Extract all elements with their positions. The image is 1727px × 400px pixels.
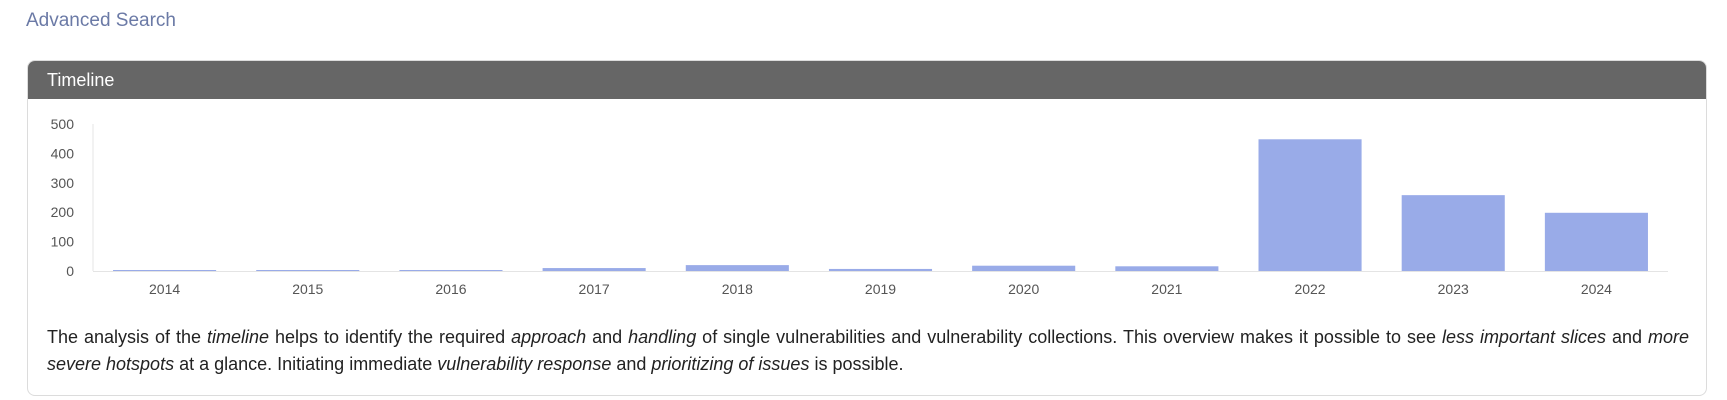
x-tick-label: 2021 (1151, 281, 1182, 297)
timeline-chart: 0 100 200 300 400 500 2014 2015 2016 2017 2018 2019… (51, 116, 1668, 297)
desc-emphasis: more severe hotspots (47, 327, 1689, 374)
desc-text: is possible. (809, 354, 904, 374)
desc-emphasis: less important slices (1441, 327, 1606, 347)
desc-emphasis: vulnerability response (437, 354, 612, 374)
desc-text: and (611, 354, 652, 374)
desc-emphasis: prioritizing of issues (651, 354, 810, 374)
x-tick-label: 2016 (435, 281, 466, 297)
timeline-description: The analysis of the timeline helps to id… (47, 324, 1689, 378)
bar (542, 268, 646, 271)
x-tick-label: 2014 (149, 281, 180, 297)
desc-text: of single vulnerabilities and vulnerabil… (696, 327, 1442, 347)
x-tick-label: 2018 (722, 281, 753, 297)
bar (1544, 212, 1648, 271)
y-tick-label: 300 (51, 175, 75, 191)
bar (685, 265, 789, 271)
desc-text: The analysis of the (47, 327, 208, 347)
y-tick-label: 100 (51, 234, 75, 250)
bar (828, 268, 933, 271)
bar (1258, 139, 1362, 271)
x-tick-label: 2017 (579, 281, 610, 297)
bar (972, 265, 1076, 271)
advanced-search-link[interactable]: Advanced Search (26, 10, 176, 31)
y-tick-label: 0 (66, 263, 74, 279)
desc-emphasis: approach (511, 327, 587, 347)
desc-emphasis: handling (628, 327, 697, 347)
desc-text: and (1605, 327, 1648, 347)
bar (1401, 195, 1505, 271)
timeline-card: Timeline 0 100 200 300 400 500 2014 2015 2016 201… (27, 60, 1707, 396)
x-tick-label: 2024 (1581, 281, 1612, 297)
desc-text: helps to identify the required (269, 327, 512, 347)
bar (113, 270, 217, 271)
bar (1115, 266, 1219, 271)
y-tick-label: 400 (51, 145, 75, 161)
desc-text: and (586, 327, 629, 347)
x-tick-label: 2022 (1294, 281, 1325, 297)
x-tick-label: 2023 (1438, 281, 1469, 297)
y-tick-label: 200 (51, 204, 75, 220)
x-tick-label: 2019 (865, 281, 896, 297)
x-tick-label: 2015 (292, 281, 323, 297)
x-tick-label: 2020 (1008, 281, 1039, 297)
y-tick-label: 500 (51, 116, 75, 132)
card-title: Timeline (47, 70, 115, 90)
bar (256, 270, 360, 271)
bar (399, 270, 503, 271)
timeline-card-header: Timeline (28, 61, 1706, 99)
desc-text: at a glance. Initiating immediate (174, 354, 438, 374)
desc-emphasis: timeline (207, 327, 270, 347)
